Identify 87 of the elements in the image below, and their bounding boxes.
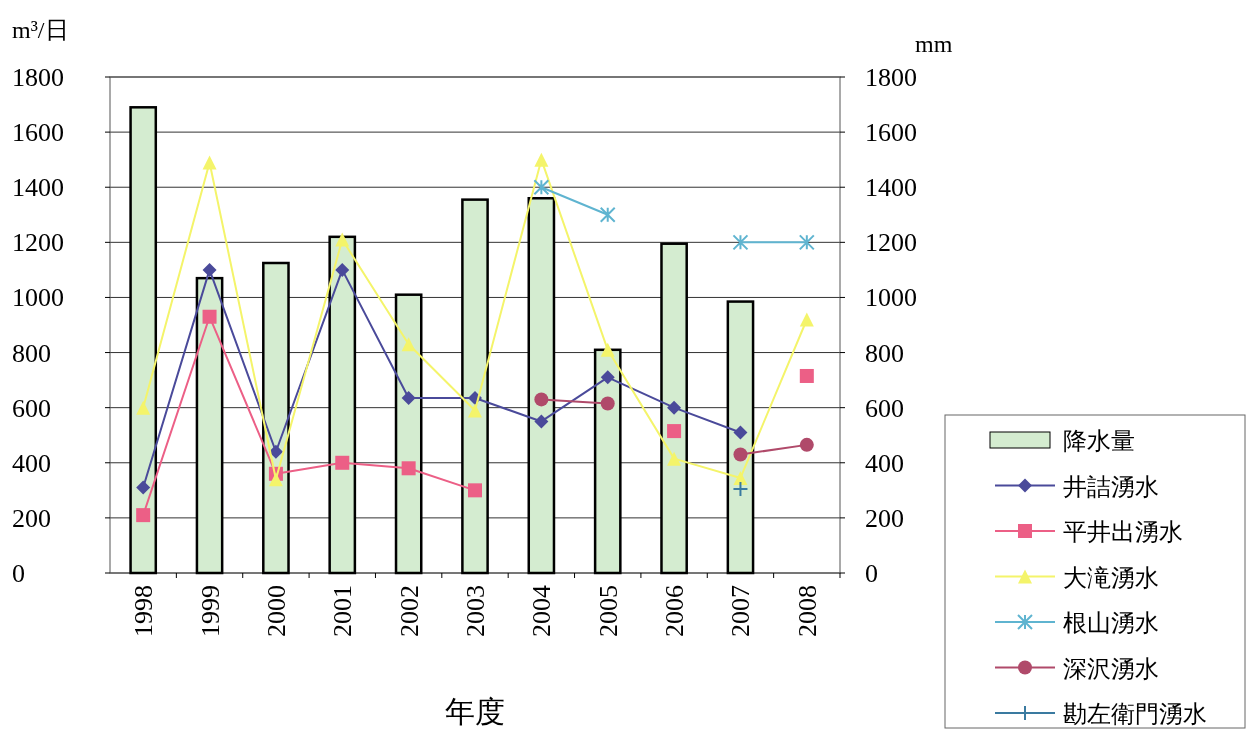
legend-label: 井詰湧水 bbox=[1063, 473, 1159, 500]
y2-tick-label: 0 bbox=[865, 559, 878, 588]
point bbox=[468, 483, 482, 498]
bar bbox=[195, 276, 224, 575]
point bbox=[799, 312, 814, 327]
x-tick-label: 2001 bbox=[328, 585, 358, 637]
legend-label: 大滝湧水 bbox=[1063, 564, 1159, 591]
point bbox=[534, 414, 549, 429]
point bbox=[335, 455, 350, 470]
point bbox=[733, 447, 748, 462]
y-tick-label: 1800 bbox=[12, 63, 64, 92]
point bbox=[136, 508, 151, 523]
point bbox=[468, 403, 482, 418]
bar bbox=[328, 235, 357, 575]
point bbox=[136, 400, 151, 415]
y2-tick-label: 800 bbox=[865, 338, 904, 368]
point bbox=[600, 342, 615, 357]
bar bbox=[461, 198, 489, 575]
x-tick-label: 2006 bbox=[660, 585, 690, 637]
point bbox=[799, 437, 814, 452]
y2-axis-title: mm bbox=[915, 31, 953, 57]
point bbox=[534, 392, 549, 407]
bar bbox=[660, 242, 688, 575]
x-tick-label: 2002 bbox=[394, 585, 424, 637]
point bbox=[268, 472, 283, 487]
point bbox=[599, 206, 616, 223]
y2-tick-label: 1400 bbox=[865, 173, 917, 203]
bar bbox=[262, 261, 290, 575]
point bbox=[202, 309, 217, 324]
x-tick-label: 2003 bbox=[461, 585, 490, 637]
y-tick-label: 1000 bbox=[12, 283, 64, 313]
point bbox=[667, 451, 682, 466]
y2-tick-label: 1200 bbox=[865, 228, 917, 258]
point bbox=[733, 425, 748, 440]
y2-tick-label: 1000 bbox=[865, 283, 917, 313]
x-tick-label: 2008 bbox=[792, 585, 822, 637]
point bbox=[335, 232, 350, 247]
point bbox=[732, 480, 749, 497]
legend-label: 降水量 bbox=[1063, 428, 1135, 454]
y-axis-title: m³/日 bbox=[12, 17, 69, 43]
bar bbox=[593, 348, 622, 575]
x-tick-label: 2007 bbox=[726, 585, 756, 637]
legend-label: 深沢湧水 bbox=[1063, 655, 1159, 682]
point bbox=[798, 234, 815, 251]
y-tick-label: 0 bbox=[12, 559, 25, 588]
legend-label: 平井出湧水 bbox=[1063, 519, 1183, 545]
y-tick-label: 1600 bbox=[12, 118, 64, 148]
y2-tick-label: 200 bbox=[865, 503, 904, 533]
point bbox=[401, 337, 416, 352]
x-tick-label: 1999 bbox=[195, 585, 225, 637]
bar bbox=[527, 196, 556, 575]
bar bbox=[394, 293, 423, 575]
y-tick-label: 1200 bbox=[12, 228, 64, 258]
x-axis-title: 年度 bbox=[445, 695, 505, 728]
point bbox=[732, 234, 749, 251]
point bbox=[202, 262, 217, 277]
point bbox=[202, 155, 217, 170]
point bbox=[600, 370, 615, 385]
x-tick-label: 1998 bbox=[129, 585, 159, 637]
x-tick-label: 2005 bbox=[593, 585, 623, 637]
y2-tick-label: 400 bbox=[865, 448, 904, 478]
point bbox=[733, 470, 748, 485]
y2-tick-label: 1800 bbox=[865, 63, 917, 92]
y-tick-label: 1400 bbox=[12, 173, 64, 203]
point bbox=[667, 400, 682, 415]
point bbox=[799, 368, 814, 383]
y-tick-label: 400 bbox=[12, 448, 51, 478]
x-tick-label: 2004 bbox=[527, 585, 557, 637]
x-tick-label: 2000 bbox=[261, 585, 291, 637]
legend-label: 勘左衛門湧水 bbox=[1063, 701, 1207, 727]
point bbox=[667, 424, 682, 439]
point bbox=[401, 461, 416, 476]
y-tick-label: 600 bbox=[12, 393, 51, 423]
legend-label: 根山湧水 bbox=[1063, 610, 1159, 636]
y2-tick-label: 1600 bbox=[865, 118, 917, 148]
point bbox=[136, 480, 151, 495]
point bbox=[335, 262, 350, 277]
point bbox=[533, 179, 550, 196]
point bbox=[534, 152, 549, 167]
point bbox=[401, 391, 416, 406]
bar bbox=[726, 300, 755, 575]
y-tick-label: 200 bbox=[12, 503, 51, 533]
y2-tick-label: 600 bbox=[865, 393, 904, 423]
point bbox=[268, 444, 283, 459]
point bbox=[600, 396, 615, 411]
bar bbox=[129, 106, 158, 575]
y-tick-label: 800 bbox=[12, 338, 51, 368]
